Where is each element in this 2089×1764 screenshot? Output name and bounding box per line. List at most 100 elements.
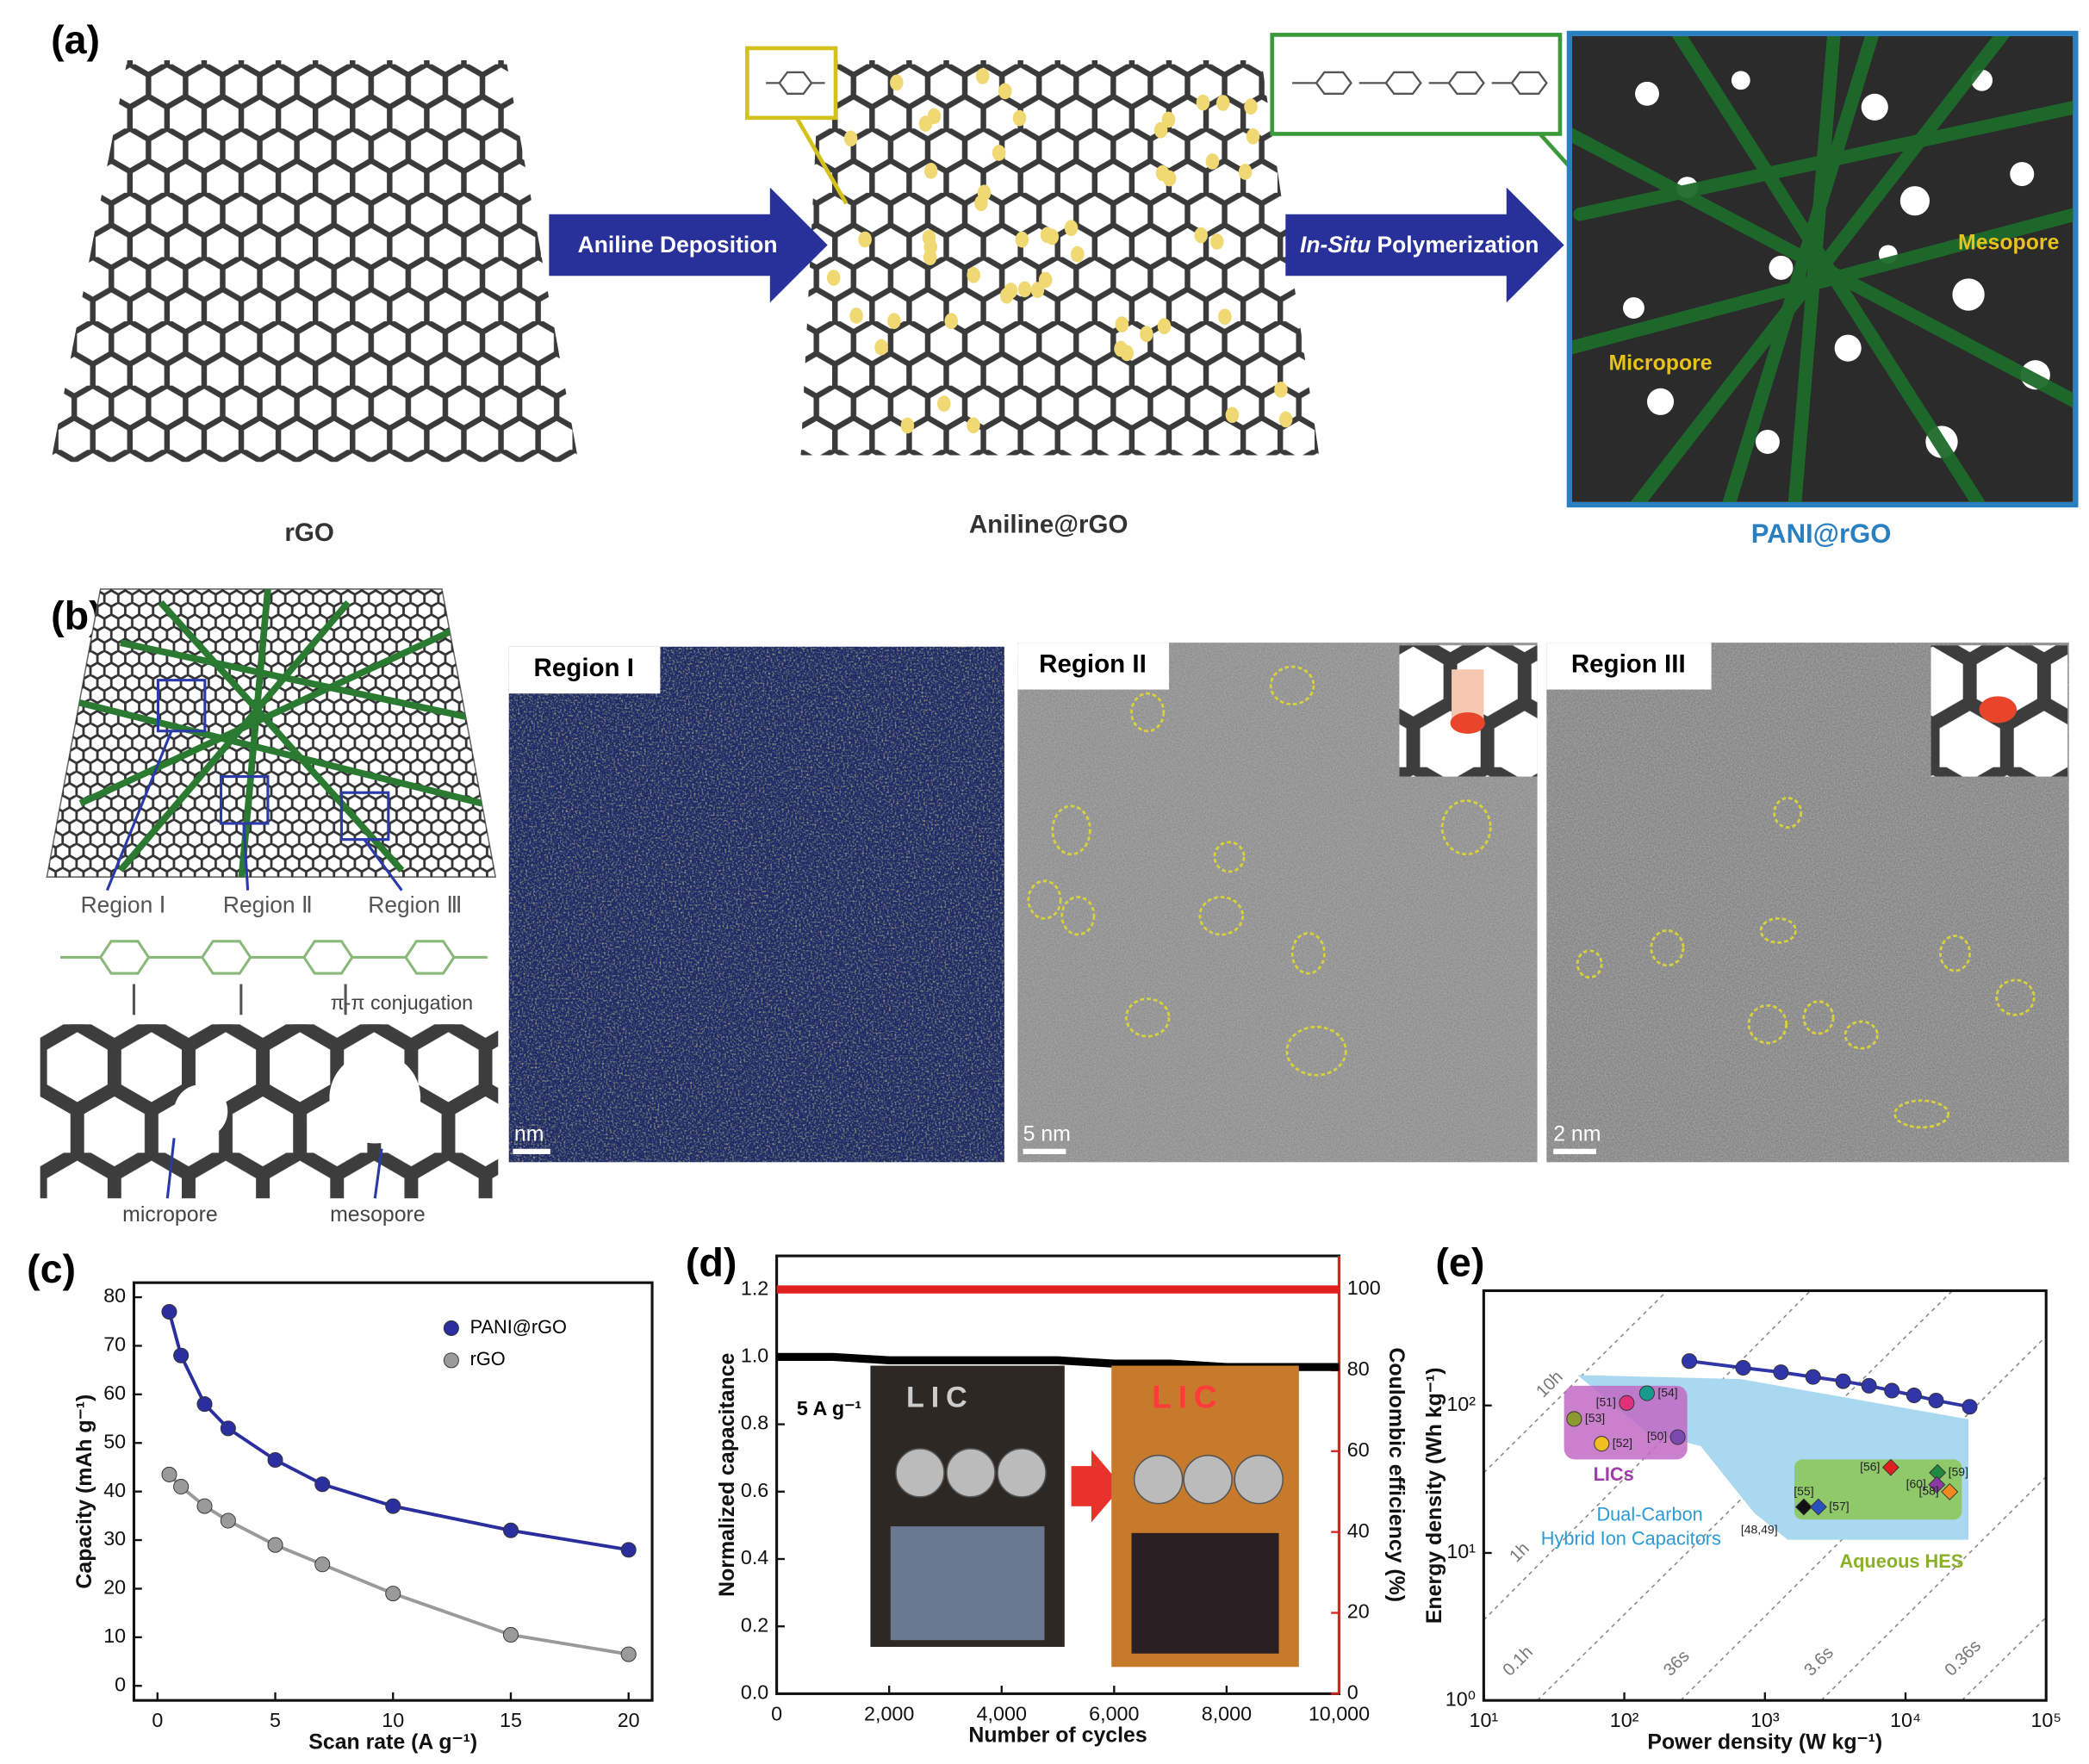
arrow-label-italic: In-Situ xyxy=(1300,232,1371,258)
aniline-dot xyxy=(967,267,980,283)
y-tick-label: 20 xyxy=(103,1576,126,1599)
polymer-chain xyxy=(59,940,488,975)
y-tick-label: 10¹ xyxy=(1446,1540,1476,1562)
y-tick-label: 0.6 xyxy=(741,1479,768,1501)
marker xyxy=(502,1627,519,1643)
time-label: 36s xyxy=(1660,1647,1694,1680)
aniline-dot xyxy=(1153,121,1168,139)
y2-axis-label: Coulombic efficiency (%) xyxy=(1384,1347,1408,1602)
arrow xyxy=(549,187,828,303)
marker xyxy=(443,1320,459,1337)
image-title-bg xyxy=(508,646,661,694)
aniline-dot xyxy=(1205,153,1220,170)
region-label: Region Ⅰ xyxy=(81,891,166,917)
marker xyxy=(1669,1429,1686,1445)
aniline-dot xyxy=(923,163,938,179)
region-ref: [48,49] xyxy=(1741,1522,1778,1536)
y2-tick-label: 60 xyxy=(1347,1438,1370,1461)
marker xyxy=(1619,1394,1635,1411)
time-label: 1h xyxy=(1506,1539,1533,1566)
y-tick-label: 80 xyxy=(103,1284,126,1307)
arrow-label-text: Polymerization xyxy=(1371,232,1539,258)
aniline-dot xyxy=(1274,382,1288,398)
marker xyxy=(1835,1373,1851,1389)
image-title-bg xyxy=(1546,643,1712,690)
reference-label: [60] xyxy=(1906,1476,1926,1490)
panel-a: Aniline Deposition In-Situ Polymerizatio… xyxy=(51,30,2079,549)
marker xyxy=(173,1347,190,1363)
aniline-dot xyxy=(1015,231,1029,248)
marker xyxy=(1928,1392,1944,1409)
inset-caption: 1 Sun charging for 10s xyxy=(874,1658,1061,1677)
panel-label: (c) xyxy=(27,1246,76,1291)
aniline-dot xyxy=(992,145,1006,161)
aniline-dot xyxy=(1209,233,1224,250)
marker xyxy=(1906,1388,1922,1404)
aniline-dots xyxy=(826,68,1293,434)
rgo-sheet xyxy=(51,59,579,463)
marker xyxy=(1594,1436,1610,1452)
polymer-structure xyxy=(1292,71,1548,95)
marker xyxy=(161,1303,177,1320)
marker xyxy=(1682,1353,1698,1370)
x-tick-label: 10² xyxy=(1610,1709,1639,1731)
panel-d-insets: LIC LIC 1 Sun charging for 10s 5 A g⁻¹ xyxy=(797,1365,1299,1677)
y-tick-label: 10⁰ xyxy=(1446,1687,1476,1710)
aniline-dot xyxy=(1071,245,1085,263)
y-tick-label: 0.8 xyxy=(741,1412,768,1434)
aniline-dot xyxy=(849,307,863,324)
x-tick-label: 0 xyxy=(771,1702,782,1724)
marker xyxy=(1962,1399,1978,1415)
marker xyxy=(1638,1385,1655,1401)
stage-label: PANI@rGO xyxy=(1751,519,1892,549)
marker xyxy=(1884,1382,1900,1399)
scale-label: nm xyxy=(514,1122,544,1146)
y2-tick-label: 100 xyxy=(1347,1276,1381,1299)
aniline-dot xyxy=(923,239,938,256)
aniline-dot xyxy=(944,313,959,330)
image-title-bg xyxy=(1017,643,1170,690)
reference-label: [54] xyxy=(1657,1385,1677,1399)
pore-label: micropore xyxy=(122,1202,218,1227)
aniline-dot xyxy=(1114,340,1128,357)
reference-label: [59] xyxy=(1949,1464,1968,1478)
x-tick-label: 4,000 xyxy=(977,1702,1027,1724)
polymer-box xyxy=(1270,33,1563,136)
series-line xyxy=(776,1352,1340,1371)
y2-tick-label: 0 xyxy=(1347,1681,1358,1704)
y-tick-label: 1.0 xyxy=(741,1345,768,1367)
scale-bar xyxy=(1023,1148,1066,1154)
stage-label: rGO xyxy=(284,519,333,547)
marker xyxy=(267,1537,283,1553)
y-tick-label: 0.4 xyxy=(741,1546,768,1568)
image-title: Region II xyxy=(1039,649,1147,678)
aniline-dot xyxy=(1030,282,1045,298)
image-title: Region I xyxy=(534,654,634,682)
aniline-dot xyxy=(1215,95,1230,111)
y2-tick-label: 20 xyxy=(1347,1600,1370,1623)
legend-label: PANI@rGO xyxy=(470,1316,567,1338)
conjugation-label: π-π conjugation xyxy=(331,991,474,1014)
aniline-dot xyxy=(1012,109,1027,127)
time-label: 10h xyxy=(1533,1368,1566,1401)
reference-label: [57] xyxy=(1829,1499,1849,1512)
aniline-dot xyxy=(1278,411,1293,428)
aniline-dot xyxy=(999,287,1014,304)
region-label: Hybrid Ion Capacitors xyxy=(1541,1527,1721,1549)
aniline-dot xyxy=(1064,220,1079,237)
time-label: 0.36s xyxy=(1942,1637,1985,1680)
aniline-dot xyxy=(1040,227,1054,244)
y-tick-label: 10 xyxy=(103,1624,126,1647)
aniline-dot xyxy=(1038,271,1053,289)
solar-panel xyxy=(1131,1532,1279,1654)
reference-label: [55] xyxy=(1794,1484,1813,1498)
x-axis-label: Power density (W kg⁻¹) xyxy=(1647,1730,1882,1754)
reference-label: [50] xyxy=(1647,1429,1667,1443)
arrow xyxy=(1071,1450,1122,1523)
coin-cells xyxy=(1133,1454,1284,1505)
aniline-dot xyxy=(1115,316,1129,332)
schematic-lattice xyxy=(47,588,496,878)
